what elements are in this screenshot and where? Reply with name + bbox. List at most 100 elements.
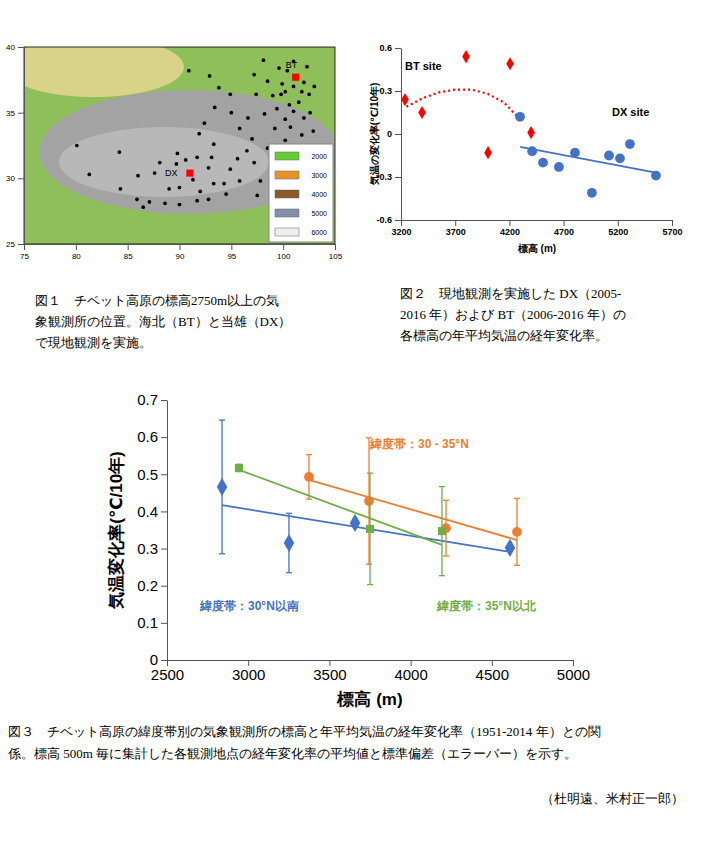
point (153, 171, 157, 175)
tick-mark (231, 244, 232, 250)
point (273, 127, 277, 131)
point (178, 203, 182, 207)
series-label: DX site (612, 106, 649, 118)
tick-mark (128, 244, 129, 250)
point (238, 127, 242, 131)
legend-swatch (275, 209, 299, 217)
point (252, 73, 256, 77)
tick-label: 0.2 (137, 577, 158, 594)
point (266, 79, 270, 83)
axis-line (402, 220, 673, 221)
point (187, 69, 191, 73)
tick-mark (455, 220, 456, 226)
point (288, 103, 292, 107)
point (300, 133, 304, 137)
tick: 0.3 (379, 86, 401, 96)
tick: 0.2 (137, 577, 167, 594)
tick-label: 35 (6, 109, 15, 118)
legend-swatch (275, 228, 299, 236)
tick: 0.1 (137, 614, 167, 631)
tick-mark (18, 244, 24, 245)
point (250, 137, 254, 141)
point (279, 92, 283, 96)
point (186, 170, 193, 177)
trend-line (222, 505, 510, 552)
legend-label: 2000 (311, 153, 327, 160)
author: （杜明遠、米村正一郎） (541, 791, 684, 806)
chart-2: 25003000350040004500500000.10.20.30.40.5… (7, 391, 601, 761)
tick-label: 3700 (446, 227, 466, 237)
point (538, 158, 548, 168)
point (207, 197, 211, 201)
point (118, 150, 122, 154)
tick-mark (161, 586, 167, 587)
legend-label: 5000 (311, 210, 327, 217)
tick: 4500 (476, 660, 509, 683)
plot-frame (24, 47, 335, 244)
plot-area (24, 47, 335, 244)
point (587, 188, 597, 198)
point (302, 81, 306, 85)
tick: 3200 (391, 220, 411, 237)
point (163, 201, 167, 205)
tick-mark (161, 511, 167, 512)
tick-mark (672, 220, 673, 226)
tick-label: 25 (6, 240, 15, 249)
point (252, 161, 256, 165)
tick-mark (18, 178, 24, 179)
tick-label: 4500 (476, 666, 509, 683)
legend-box (269, 144, 333, 242)
tick-mark (564, 220, 565, 226)
tick: -0.6 (376, 215, 401, 225)
point (350, 514, 360, 532)
tick-mark (395, 134, 401, 135)
point (207, 166, 211, 170)
point (438, 527, 446, 535)
point (229, 111, 233, 115)
point (262, 58, 266, 62)
tick-label: 80 (72, 252, 81, 261)
tick-mark (161, 437, 167, 438)
annotation: DX (165, 168, 178, 178)
point (246, 116, 250, 120)
trend-line (309, 480, 517, 540)
tick-label: 40 (6, 43, 15, 52)
tick-label: 4200 (500, 227, 520, 237)
tick-label: 75 (20, 252, 29, 261)
tick-mark (180, 244, 181, 250)
legend-label: 4000 (311, 191, 327, 198)
terrain-desert (24, 47, 184, 97)
tick: 4000 (394, 660, 427, 683)
caption: 図３ チベット高原の緯度帯別の気象観測所の標高と年平均気温の経年変化率（1951… (8, 724, 601, 739)
tick-mark (618, 220, 619, 226)
axis-line (168, 660, 574, 661)
y-axis: -0.6-0.300.30.6 (376, 43, 401, 225)
point (307, 92, 311, 96)
tick-mark (335, 244, 336, 250)
tick-mark (509, 220, 510, 226)
y-axis-title: 気温の変化率(℃/10年) (369, 83, 380, 187)
tick: 0.3 (137, 540, 167, 557)
plot-area (217, 420, 522, 585)
point (255, 194, 259, 198)
tick: 90 (176, 244, 185, 261)
tick-label: 4000 (394, 666, 427, 683)
tick-label: 0.3 (379, 86, 392, 96)
tick-mark (283, 244, 284, 250)
point (277, 66, 281, 70)
point (312, 85, 316, 89)
tick-label: 5700 (662, 227, 682, 237)
point (236, 157, 240, 161)
point (604, 151, 614, 161)
tick-label: 105 (329, 252, 343, 261)
point (283, 117, 287, 121)
tick-label: 100 (277, 252, 291, 261)
tick-label: 3000 (232, 666, 265, 683)
point (222, 182, 226, 186)
point (283, 138, 287, 142)
point (224, 192, 228, 196)
tick-label: 0.7 (137, 391, 158, 408)
tick: 5000 (557, 660, 590, 683)
y-axis: 25303540 (6, 43, 24, 249)
trend-line (239, 470, 442, 545)
